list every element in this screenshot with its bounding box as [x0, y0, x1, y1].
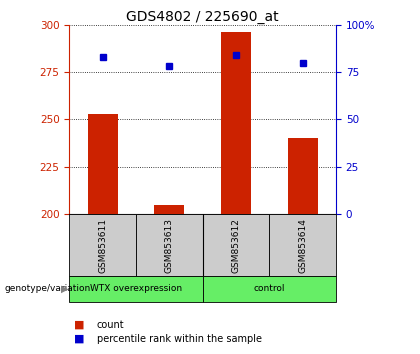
- Text: percentile rank within the sample: percentile rank within the sample: [97, 334, 262, 344]
- Text: genotype/variation: genotype/variation: [4, 284, 90, 293]
- Bar: [88, 114, 118, 214]
- Text: GSM853614: GSM853614: [298, 218, 307, 273]
- Text: ■: ■: [74, 334, 84, 344]
- Text: count: count: [97, 320, 124, 330]
- Bar: [69, 276, 202, 302]
- Text: ■: ■: [74, 320, 84, 330]
- Bar: [202, 276, 336, 302]
- Text: control: control: [254, 284, 285, 293]
- Bar: [269, 214, 336, 276]
- Bar: [221, 32, 251, 214]
- Bar: [288, 138, 318, 214]
- Text: GSM853612: GSM853612: [231, 218, 241, 273]
- Bar: [154, 205, 184, 214]
- Text: WTX overexpression: WTX overexpression: [90, 284, 182, 293]
- Bar: [136, 214, 202, 276]
- Text: GSM853613: GSM853613: [165, 218, 174, 273]
- Title: GDS4802 / 225690_at: GDS4802 / 225690_at: [126, 10, 279, 24]
- Bar: [69, 214, 136, 276]
- Text: GSM853611: GSM853611: [98, 218, 107, 273]
- Text: ▶: ▶: [61, 284, 68, 294]
- Bar: [202, 214, 269, 276]
